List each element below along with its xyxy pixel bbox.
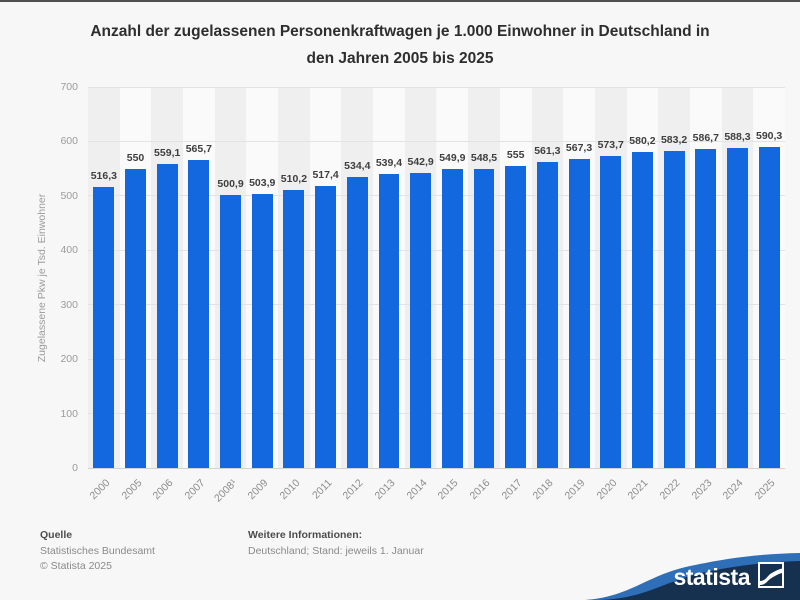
gridline bbox=[88, 358, 785, 360]
bar bbox=[378, 174, 400, 468]
gridline bbox=[88, 249, 785, 251]
bar-value-label: 548,5 bbox=[470, 152, 498, 165]
bar bbox=[505, 165, 527, 468]
bar-value-label: 561,3 bbox=[534, 145, 561, 158]
bar-value-label: 590,3 bbox=[756, 129, 783, 142]
y-tick-label: 700 bbox=[60, 81, 78, 93]
y-tick-label: 400 bbox=[60, 244, 78, 257]
bar bbox=[93, 186, 115, 468]
bar bbox=[727, 147, 748, 468]
bar-value-label: 549,9 bbox=[439, 151, 466, 164]
bar bbox=[536, 162, 558, 468]
bar bbox=[441, 168, 463, 468]
bar bbox=[125, 168, 146, 468]
chart-title: Anzahl der zugelassenen Personenkraftwag… bbox=[90, 23, 710, 67]
bar-value-label: 565,7 bbox=[185, 143, 212, 156]
y-tick-label: 300 bbox=[60, 298, 78, 311]
bar bbox=[188, 160, 210, 468]
y-axis-title: Zugelassene Pkw je Tsd. Einwohner bbox=[36, 193, 48, 363]
bar-value-label: 567,3 bbox=[565, 142, 593, 155]
bar-value-label: 534,4 bbox=[344, 160, 371, 173]
bar bbox=[695, 148, 717, 468]
y-tick-label: 500 bbox=[60, 189, 78, 202]
gridline bbox=[88, 86, 785, 88]
gridline bbox=[88, 413, 785, 415]
bar bbox=[220, 195, 242, 468]
bar bbox=[156, 163, 178, 468]
bar bbox=[631, 152, 653, 468]
bar bbox=[600, 155, 622, 468]
gridline bbox=[88, 304, 785, 306]
bar-value-label: 517,4 bbox=[312, 169, 339, 182]
statista-icon bbox=[758, 562, 784, 588]
gridline bbox=[88, 195, 785, 197]
bar-value-label: 550 bbox=[126, 151, 145, 164]
bar-value-label: 542,9 bbox=[407, 155, 434, 168]
bar-value-label: 580,2 bbox=[629, 135, 656, 148]
info-text: Deutschland; Stand: jeweils 1. Januar bbox=[248, 544, 424, 557]
bar bbox=[251, 193, 273, 468]
bar bbox=[283, 190, 305, 468]
info-block: Weitere Informationen: Deutschland; Stan… bbox=[248, 528, 424, 559]
source-name: Statistisches Bundesamt bbox=[40, 544, 155, 557]
bar-value-label: 516,3 bbox=[90, 169, 117, 182]
plot-area: 0 100 200 300 400 500 600 700 516,3 2000 550 2005 55… bbox=[60, 81, 785, 504]
statista-logo: statista bbox=[585, 542, 800, 600]
bar bbox=[663, 150, 685, 468]
bar bbox=[410, 172, 432, 468]
bar bbox=[758, 146, 780, 468]
bar bbox=[568, 159, 590, 468]
logo-swoosh-band bbox=[585, 553, 800, 600]
bar-value-label: 586,7 bbox=[692, 131, 719, 144]
y-tick-label: 100 bbox=[60, 407, 78, 420]
bar-value-label: 500,9 bbox=[217, 178, 244, 191]
y-tick-label: 600 bbox=[60, 135, 78, 148]
y-tick-label: 200 bbox=[60, 353, 78, 366]
bar-value-label: 573,7 bbox=[597, 138, 624, 151]
bar-value-label: 539,4 bbox=[375, 157, 403, 170]
statista-wordmark: statista bbox=[673, 564, 750, 590]
y-tick-label: 0 bbox=[72, 462, 78, 474]
bar-value-label: 559,1 bbox=[154, 146, 181, 159]
bar-value-label: 588,3 bbox=[724, 130, 751, 143]
gridline bbox=[88, 140, 785, 142]
copyright: © Statista 2025 bbox=[40, 560, 112, 572]
bar-value-label: 503,9 bbox=[249, 176, 276, 189]
bar bbox=[346, 177, 368, 468]
bar-value-label: 510,2 bbox=[280, 173, 308, 186]
bar-value-label: 583,2 bbox=[660, 133, 688, 146]
bar bbox=[473, 169, 495, 468]
gridline bbox=[88, 467, 785, 469]
bar bbox=[315, 186, 337, 468]
source-block: Quelle Statistisches Bundesamt © Statist… bbox=[40, 528, 155, 575]
info-label: Weitere Informationen: bbox=[248, 529, 363, 541]
bar-value-label: 555 bbox=[506, 148, 525, 161]
source-label: Quelle bbox=[40, 529, 73, 541]
